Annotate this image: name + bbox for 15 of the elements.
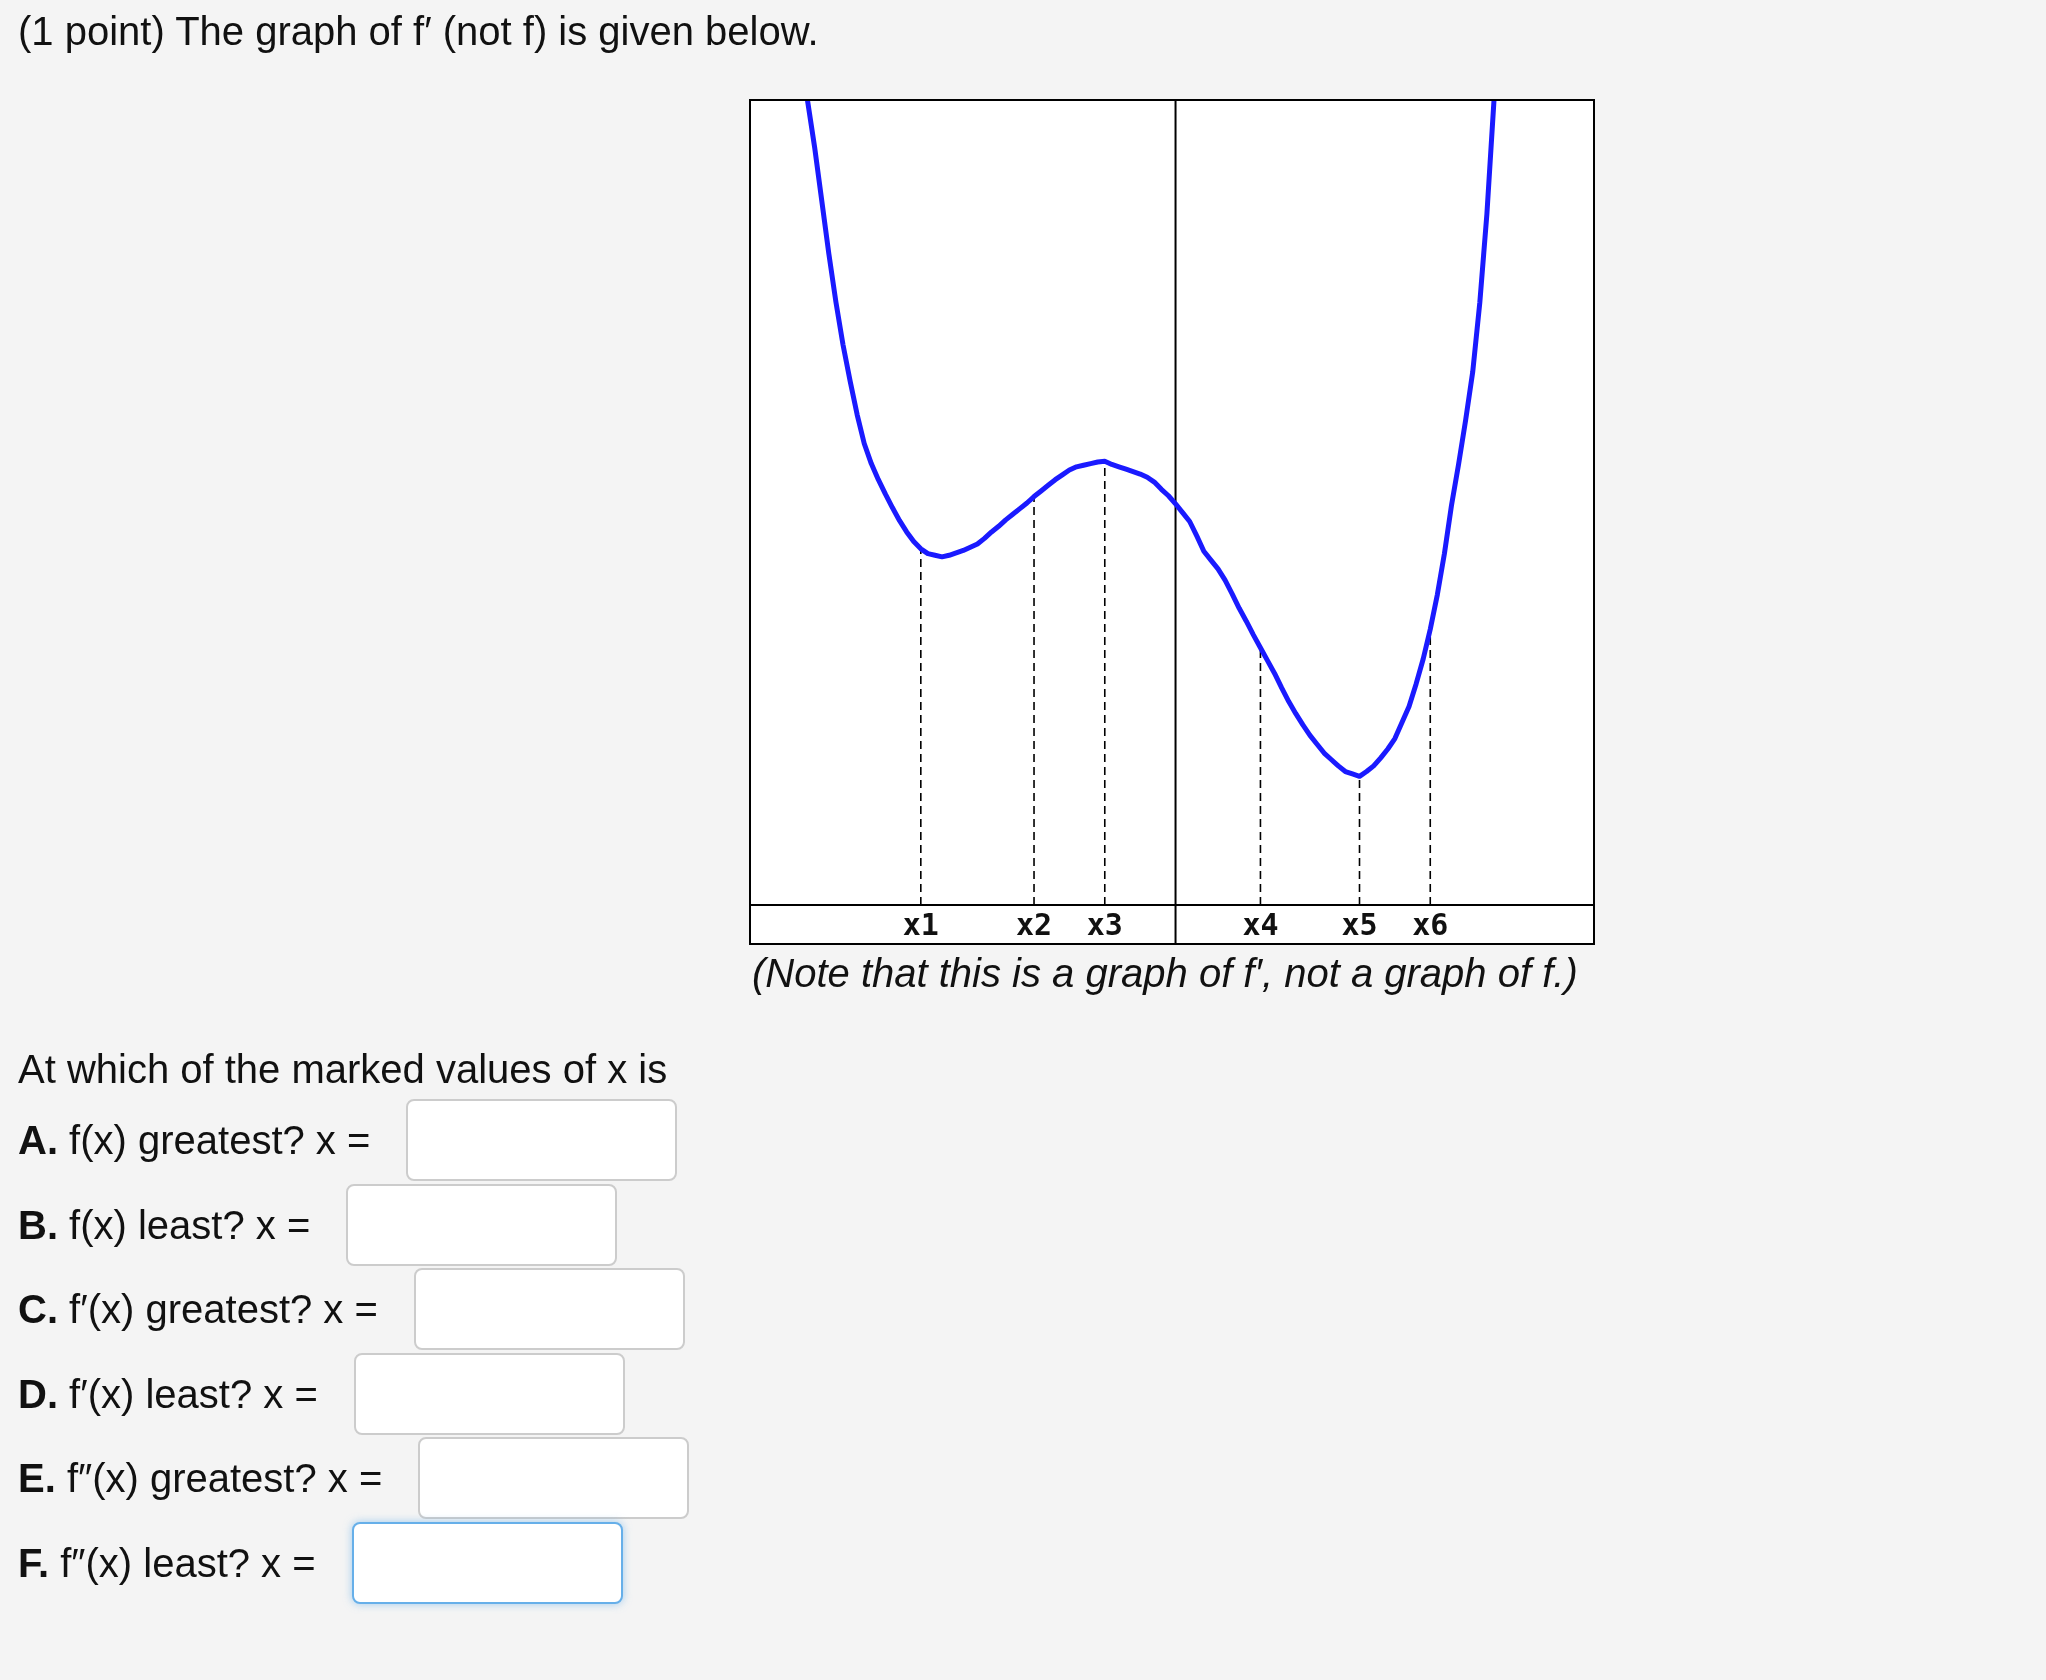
x-tick-label: x1 [902, 907, 939, 943]
x-tick-label: x5 [1341, 907, 1378, 943]
text: D. f′(x) least? x = [18, 1371, 318, 1416]
text: (Note that this is a graph of f′, not a graph of f.) [752, 951, 1578, 995]
text: (1 point) The graph of f′ (not f) is given below. [18, 9, 819, 53]
text: E. f″(x) greatest? x = [18, 1456, 383, 1500]
text: At which of the marked values of x is [18, 1047, 668, 1091]
text: C. f′(x) greatest? x = [18, 1287, 378, 1331]
text: B. f(x) least? x = [18, 1202, 311, 1247]
x-tick-label: x6 [1412, 907, 1449, 943]
text: A. f(x) greatest? x = [18, 1118, 371, 1162]
text: F. f″(x) least? x = [18, 1540, 316, 1585]
x-tick-label: x3 [1086, 907, 1123, 943]
x-tick-label: x4 [1242, 907, 1279, 943]
x-tick-label: x2 [1015, 907, 1053, 943]
